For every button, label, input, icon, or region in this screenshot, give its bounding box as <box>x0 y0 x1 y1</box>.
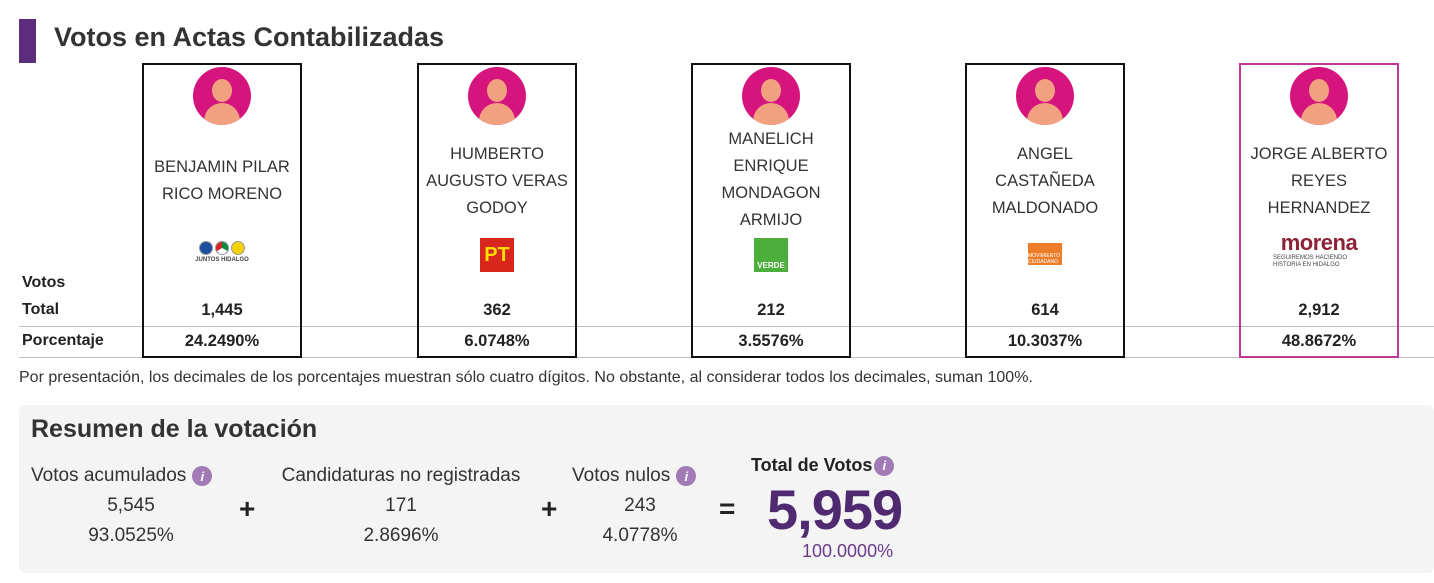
party-text: JUNTOS HIDALGO <box>195 257 249 263</box>
party-text: VERDE <box>757 261 785 270</box>
plus-icon: + <box>541 493 558 524</box>
total-votos-percent: 100.0000% <box>802 541 894 561</box>
party-subtext: SEGUIREMOS HACIENDO HISTORIA EN HIDALGO <box>1273 255 1348 268</box>
table-divider-top <box>19 326 1434 327</box>
votos-acumulados-block: Votos acumulados i 5,545 93.0525% <box>31 465 231 547</box>
page-title: Votos en Actas Contabilizadas <box>54 22 445 52</box>
row-label-porcentaje: Porcentaje <box>22 332 104 349</box>
candidate-votes: 212 <box>757 301 785 319</box>
candidate-name: HUMBERTO AUGUSTO VERAS GODOY <box>426 144 568 217</box>
row-label-total: Total <box>22 301 60 318</box>
party-text: MOVIMIENTO CIUDADANO <box>1028 253 1061 265</box>
candidate-card[interactable]: MANELICH ENRIQUE MONDAGON ARMIJO VERDE 2… <box>691 63 851 358</box>
percentage-note: Por presentación, los decimales de los p… <box>19 369 1033 386</box>
candidate-avatar-icon <box>742 67 800 125</box>
total-votos-text: Total de Votos <box>751 455 873 475</box>
info-icon[interactable]: i <box>874 455 895 476</box>
equals-icon: = <box>719 493 736 524</box>
candidate-votes: 1,445 <box>201 301 243 319</box>
candidate-name: ANGEL CASTAÑEDA MALDONADO <box>991 144 1099 217</box>
candidate-percent: 6.0748% <box>464 332 530 350</box>
candidate-card[interactable]: BENJAMIN PILAR RICO MORENO JUNTOS HIDALG… <box>142 63 302 358</box>
title-accent-bar <box>19 19 36 63</box>
candidate-percent: 48.8672% <box>1281 332 1357 350</box>
candidate-percent: 10.3037% <box>1007 332 1083 350</box>
morena-logo-icon: morena SEGUIREMOS HACIENDO HISTORIA EN H… <box>1273 230 1365 269</box>
party-text: morena <box>1280 230 1358 255</box>
votos-acumulados-percent: 93.0525% <box>88 525 174 546</box>
pt-logo-icon: PT <box>480 233 514 272</box>
coalition-pan-pri-prd-icon: JUNTOS HIDALGO <box>194 233 250 271</box>
total-votos-value: 5,959 <box>767 478 903 541</box>
party-text: PT <box>480 238 514 272</box>
summary-title: Resumen de la votación <box>31 415 318 443</box>
candidate-card[interactable]: ANGEL CASTAÑEDA MALDONADO MOVIMIENTO CIU… <box>965 63 1125 358</box>
no-registradas-percent: 2.8696% <box>363 525 439 546</box>
no-registradas-label: Candidaturas no registradas <box>281 465 521 486</box>
candidate-avatar-icon <box>1290 67 1348 125</box>
candidate-avatar-icon <box>1016 67 1074 125</box>
candidate-name: MANELICH ENRIQUE MONDAGON ARMIJO <box>721 130 821 229</box>
candidate-percent: 24.2490% <box>184 332 260 350</box>
candidate-avatar-icon <box>193 67 251 125</box>
candidate-card[interactable]: HUMBERTO AUGUSTO VERAS GODOY PT 362 6.07… <box>417 63 577 358</box>
candidate-card-winner[interactable]: JORGE ALBERTO REYES HERNANDEZ morena SEG… <box>1239 63 1399 358</box>
votos-nulos-block: Votos nulos i 243 4.0778% <box>572 465 708 547</box>
info-icon[interactable]: i <box>192 466 213 486</box>
candidate-votes: 614 <box>1031 301 1059 319</box>
votos-nulos-value: 243 <box>624 495 656 516</box>
votos-nulos-percent: 4.0778% <box>602 525 678 546</box>
votos-acumulados-value: 5,545 <box>107 495 155 516</box>
votos-nulos-text: Votos nulos <box>572 465 671 486</box>
no-registradas-block: Candidaturas no registradas 171 2.8696% <box>271 465 531 547</box>
candidate-name: JORGE ALBERTO REYES HERNANDEZ <box>1250 144 1388 217</box>
votos-acumulados-label: Votos acumulados i <box>31 465 231 487</box>
votos-acumulados-text: Votos acumulados <box>31 465 187 486</box>
vote-summary-panel: Resumen de la votación Votos acumulados … <box>19 405 1434 573</box>
total-votos-label: Total de Votos i <box>751 455 895 476</box>
row-label-votos: Votos <box>22 274 66 291</box>
info-icon[interactable]: i <box>676 466 697 486</box>
verde-logo-icon: VERDE <box>754 233 788 272</box>
votos-nulos-label: Votos nulos i <box>572 465 708 487</box>
candidate-votes: 2,912 <box>1298 301 1340 319</box>
candidate-votes: 362 <box>483 301 511 319</box>
candidate-avatar-icon <box>468 67 526 125</box>
candidate-percent: 3.5576% <box>738 332 804 350</box>
movimiento-ciudadano-logo-icon: MOVIMIENTO CIUDADANO <box>1028 233 1062 265</box>
candidate-name: BENJAMIN PILAR RICO MORENO <box>154 158 290 203</box>
plus-icon: + <box>239 493 256 524</box>
no-registradas-value: 171 <box>385 495 417 516</box>
